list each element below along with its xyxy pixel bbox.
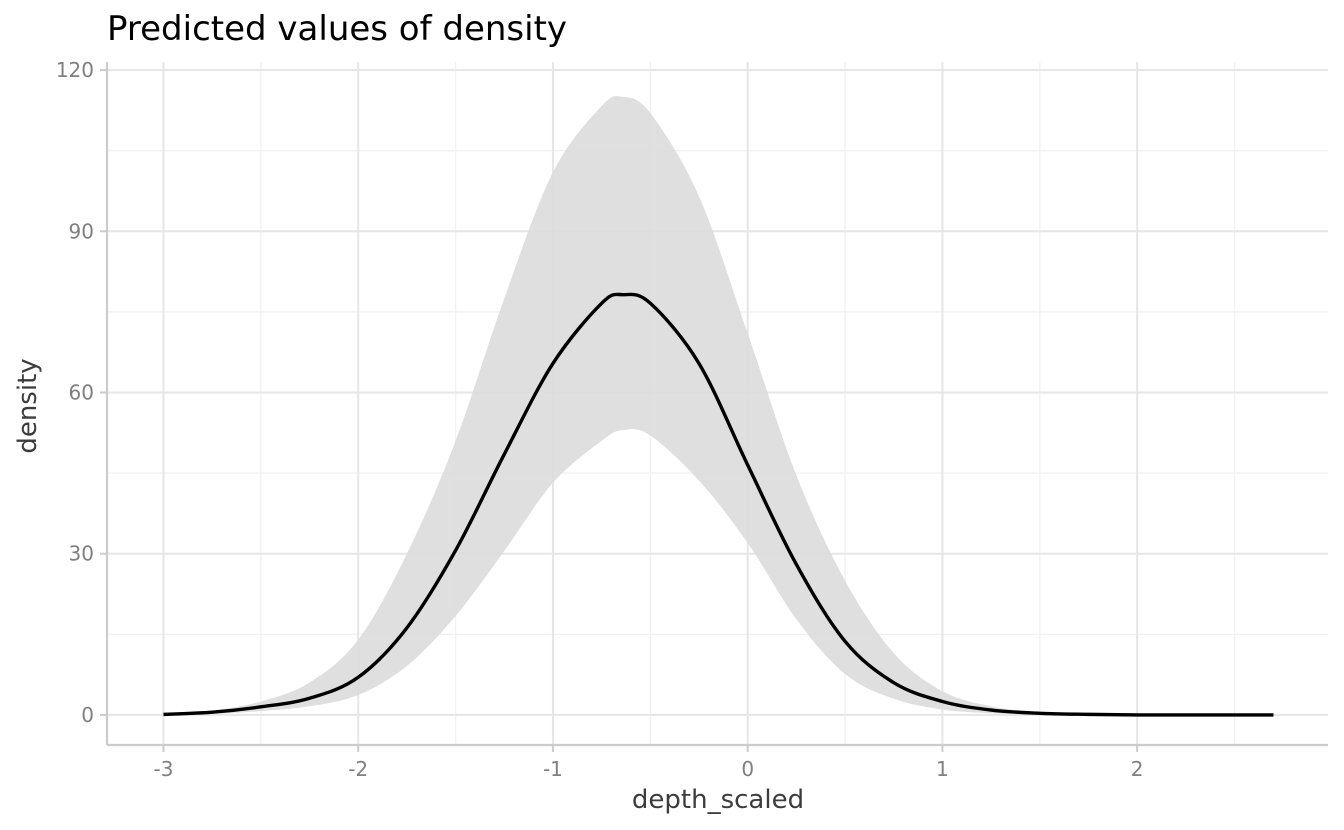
confidence-band <box>163 95 1274 715</box>
x-tick-label: 1 <box>936 757 949 781</box>
y-axis-title: density <box>13 358 43 453</box>
x-axis-ticks: -3 -2 -1 0 1 2 <box>153 745 1144 781</box>
axes <box>105 62 1328 747</box>
y-axis-ticks: 0 30 60 90 120 <box>56 58 107 727</box>
y-tick-label: 60 <box>69 380 94 404</box>
x-tick-label: -2 <box>348 757 368 781</box>
x-tick-label: -3 <box>153 757 173 781</box>
confidence-band-layer <box>163 95 1274 715</box>
x-tick-label: -1 <box>543 757 563 781</box>
y-tick-label: 120 <box>56 58 94 82</box>
y-tick-label: 90 <box>69 219 94 243</box>
x-axis-title: depth_scaled <box>632 785 804 815</box>
y-tick-label: 30 <box>69 542 94 566</box>
chart-title: Predicted values of density <box>107 9 567 49</box>
line-layer <box>163 292 1274 717</box>
x-tick-label: 2 <box>1131 757 1144 781</box>
x-tick-label: 0 <box>741 757 754 781</box>
y-tick-label: 0 <box>81 703 94 727</box>
series-line-predicted <box>163 292 1274 717</box>
